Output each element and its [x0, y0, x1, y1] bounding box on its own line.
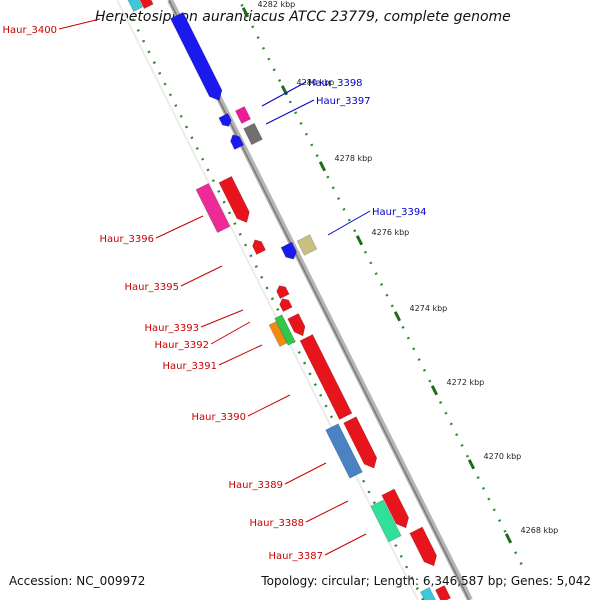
- tick-label: 4270 kbp: [484, 452, 522, 461]
- gene-block-blue: [280, 241, 297, 260]
- gene-block-magenta: [234, 106, 252, 124]
- tick-label: 4268 kbp: [521, 526, 559, 535]
- gene-leader-line: [327, 210, 371, 236]
- gene-label: Haur_3391: [162, 361, 217, 372]
- gene-leader-line: [284, 462, 327, 485]
- gene-block-red: [287, 313, 306, 337]
- gene-block-cyan-top: [127, 0, 144, 12]
- tick-mark: [318, 161, 327, 172]
- gene-block-red: [276, 285, 290, 300]
- gene-label: Haur_3390: [191, 412, 246, 423]
- tick-mark: [430, 385, 439, 396]
- tick-mark: [355, 235, 364, 246]
- gene-leader-line: [210, 321, 251, 345]
- tick-mark: [467, 459, 476, 470]
- gene-leader-line: [261, 81, 307, 107]
- gene-label: Haur_3393: [144, 323, 199, 334]
- topology-label: Topology: circular; Length: 6,346,587 bp…: [261, 574, 591, 588]
- tick-mark: [393, 311, 402, 322]
- tick-label: 4276 kbp: [372, 228, 410, 237]
- gene-label: Haur_3394: [372, 207, 427, 218]
- gene-leader-line: [324, 533, 367, 556]
- gene-label: Haur_3389: [228, 480, 283, 491]
- gene-block-khaki: [296, 234, 318, 256]
- gene-block-red-bottom: [434, 585, 452, 600]
- gene-block-green: [274, 314, 296, 346]
- gene-block-red: [381, 488, 409, 529]
- gene-label: Haur_3392: [154, 340, 209, 351]
- gene-block-red-top: [139, 0, 154, 10]
- gene-label: Haur_3387: [268, 551, 323, 562]
- tick-mark: [241, 7, 250, 18]
- gene-block-aquamarine: [370, 499, 402, 543]
- gene-block-blue: [218, 112, 232, 127]
- gene-block-blue: [170, 11, 223, 101]
- gene-leader-line: [247, 394, 291, 417]
- gene-block-steelblue: [325, 423, 363, 479]
- gene-leader-line: [265, 99, 315, 125]
- gene-block-red: [343, 416, 378, 469]
- gene-label: Haur_3395: [124, 282, 179, 293]
- gene-leader-line: [58, 18, 101, 30]
- backbone: [167, 0, 473, 600]
- tick-label: 4278 kbp: [335, 154, 373, 163]
- gene-block-red: [252, 239, 267, 255]
- gene-label: Haur_3398: [308, 78, 363, 89]
- accession-label: Accession: NC_009972: [9, 574, 146, 588]
- gene-leader-line: [218, 344, 263, 366]
- gene-label: Haur_3388: [249, 518, 304, 529]
- gene-leader-line: [155, 215, 204, 239]
- gene-block-cyan-bottom: [419, 587, 436, 600]
- map-title: Herpetosiphon aurantiacus ATCC 23779, co…: [95, 9, 511, 25]
- gene-block-red: [299, 334, 353, 420]
- gene-leader-line: [305, 500, 349, 523]
- gene-block-blue: [230, 134, 245, 150]
- gene-leader-line: [200, 309, 244, 328]
- gene-block-magenta: [195, 183, 231, 233]
- gene-block-red: [279, 298, 293, 313]
- gene-block-orange: [268, 321, 288, 347]
- gene-label: Haur_3396: [99, 234, 154, 245]
- tick-label: 4272 kbp: [447, 378, 485, 387]
- tick-mark: [504, 533, 513, 544]
- tick-label: 4282 kbp: [258, 0, 296, 9]
- gene-block-red: [409, 526, 437, 567]
- gene-label: Haur_3400: [2, 25, 57, 36]
- gene-block-red: [218, 176, 250, 223]
- gene-block-gray: [243, 122, 263, 146]
- gene-leader-line: [180, 265, 223, 287]
- gene-label: Haur_3397: [316, 96, 371, 107]
- tick-label: 4274 kbp: [410, 304, 448, 313]
- tick-label: 4280 kbp: [297, 78, 335, 87]
- inner-ring: [116, 0, 419, 600]
